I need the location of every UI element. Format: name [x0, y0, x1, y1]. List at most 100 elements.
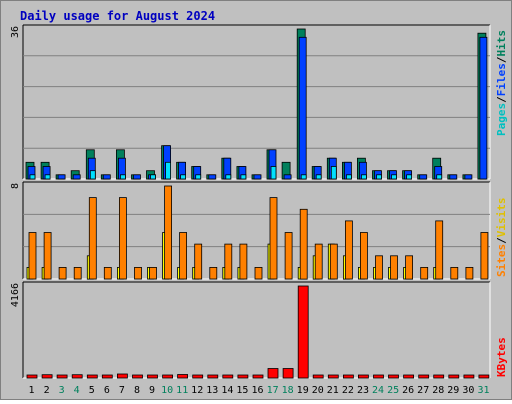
- bar-sites-day-6: [103, 266, 112, 280]
- bar-sites-day-5: [88, 197, 97, 280]
- x-tick-label-day-8: 8: [134, 385, 140, 396]
- bar-kbytes-day-10: [162, 374, 174, 379]
- bar-sites-day-9: [149, 266, 157, 280]
- bar-files-day-4: [72, 174, 81, 180]
- legend-part: /: [495, 237, 508, 244]
- x-tick-label-day-31: 31: [477, 385, 489, 396]
- bar-kbytes-day-28: [433, 374, 445, 379]
- bar-sites-day-19: [299, 208, 308, 280]
- bar-sites-day-10: [164, 185, 173, 280]
- legend-part: Visits: [495, 198, 508, 238]
- x-tick-label-day-4: 4: [74, 385, 80, 396]
- x-tick-label-day-22: 22: [342, 385, 354, 396]
- bar-sites-day-21: [329, 243, 338, 280]
- bar-sites-day-16: [254, 266, 263, 280]
- bar-sites-day-14: [224, 243, 233, 280]
- x-tick-label-day-12: 12: [191, 385, 203, 396]
- bar-sites-day-22: [344, 220, 353, 280]
- bar-kbytes-day-1: [26, 374, 38, 379]
- bar-sites-day-7: [119, 197, 127, 280]
- bar-kbytes-day-12: [192, 374, 204, 379]
- bar-sites-day-2: [43, 232, 52, 280]
- x-tick-label-day-13: 13: [206, 385, 218, 396]
- bar-pages-day-24: [376, 174, 382, 180]
- bar-pages-day-20: [315, 174, 322, 180]
- y-max-label-2: 4166: [10, 283, 21, 307]
- x-tick-label-day-15: 15: [236, 385, 248, 396]
- x-tick-label-day-10: 10: [161, 385, 173, 396]
- legend-part: /: [495, 96, 508, 103]
- x-tick-label-day-2: 2: [44, 385, 50, 396]
- bar-kbytes-day-22: [342, 374, 354, 379]
- bar-pages-day-23: [360, 174, 367, 180]
- x-tick-label-day-9: 9: [149, 385, 155, 396]
- bar-kbytes-day-29: [448, 374, 460, 379]
- bar-pages-day-10: [165, 161, 172, 180]
- y-max-label-0: 36: [10, 26, 21, 38]
- x-tick-label-day-29: 29: [447, 385, 459, 396]
- bar-files-day-16: [253, 174, 262, 180]
- x-tick-label-day-27: 27: [417, 385, 429, 396]
- bar-kbytes-day-7: [117, 373, 128, 379]
- bar-files-day-29: [449, 174, 458, 180]
- legend-part: /: [495, 56, 508, 63]
- x-tick-label-day-16: 16: [251, 385, 263, 396]
- bar-pages-day-12: [195, 174, 202, 180]
- x-tick-label-day-25: 25: [387, 385, 399, 396]
- bar-sites-day-12: [194, 243, 203, 280]
- x-tick-label-day-26: 26: [402, 385, 414, 396]
- bar-sites-day-30: [465, 266, 474, 280]
- x-tick-label-day-30: 30: [462, 385, 474, 396]
- bar-files-day-6: [102, 174, 111, 180]
- bar-files-day-13: [208, 174, 217, 180]
- bar-kbytes-day-25: [388, 374, 399, 379]
- bar-sites-day-29: [450, 266, 459, 280]
- x-tick-label-day-20: 20: [312, 385, 324, 396]
- legend-part: Pages: [495, 103, 508, 136]
- bar-pages-day-9: [150, 174, 156, 180]
- bar-sites-day-24: [375, 255, 383, 280]
- x-tick-label-day-11: 11: [176, 385, 188, 396]
- bar-kbytes-day-19: [297, 285, 309, 379]
- bar-files-day-31: [479, 36, 488, 180]
- bar-kbytes-day-23: [357, 374, 369, 379]
- bar-pages-day-1: [29, 174, 36, 180]
- bar-pages-day-22: [345, 174, 352, 180]
- bar-kbytes-day-2: [41, 374, 53, 379]
- bar-kbytes-day-21: [327, 374, 339, 379]
- bar-sites-day-23: [359, 232, 368, 280]
- bar-files-day-30: [464, 174, 473, 180]
- bar-pages-day-7: [120, 174, 126, 180]
- bar-sites-day-3: [58, 266, 67, 280]
- x-tick-label-day-3: 3: [59, 385, 65, 396]
- bar-sites-day-26: [405, 255, 414, 280]
- bar-kbytes-day-4: [71, 374, 83, 379]
- bar-kbytes-day-11: [177, 374, 189, 379]
- bar-pages-day-2: [44, 174, 51, 180]
- bar-kbytes-day-16: [252, 374, 264, 379]
- bar-kbytes-day-3: [56, 374, 68, 379]
- bar-files-day-27: [419, 174, 428, 180]
- x-tick-label-day-17: 17: [267, 385, 279, 396]
- bar-pages-day-28: [436, 174, 443, 180]
- bar-sites-day-18: [284, 232, 293, 280]
- bar-kbytes-day-30: [463, 374, 475, 379]
- bar-sites-day-17: [269, 197, 278, 280]
- bar-kbytes-day-31: [478, 374, 490, 379]
- legend-part: Files: [495, 63, 508, 96]
- x-tick-label-day-5: 5: [89, 385, 95, 396]
- bar-sites-day-8: [134, 266, 142, 280]
- bar-pages-day-21: [330, 166, 337, 180]
- x-tick-label-day-28: 28: [432, 385, 444, 396]
- x-tick-label-day-19: 19: [297, 385, 309, 396]
- bar-kbytes-day-17: [267, 368, 279, 379]
- bar-pages-day-11: [180, 174, 187, 180]
- bar-pages-day-19: [300, 174, 307, 180]
- bar-kbytes-day-15: [237, 374, 249, 379]
- chart-title: Daily usage for August 2024: [20, 9, 215, 23]
- x-tick-label-day-21: 21: [327, 385, 339, 396]
- bar-pages-day-25: [391, 174, 397, 180]
- bar-sites-day-15: [239, 243, 248, 280]
- bar-kbytes-day-9: [147, 374, 158, 379]
